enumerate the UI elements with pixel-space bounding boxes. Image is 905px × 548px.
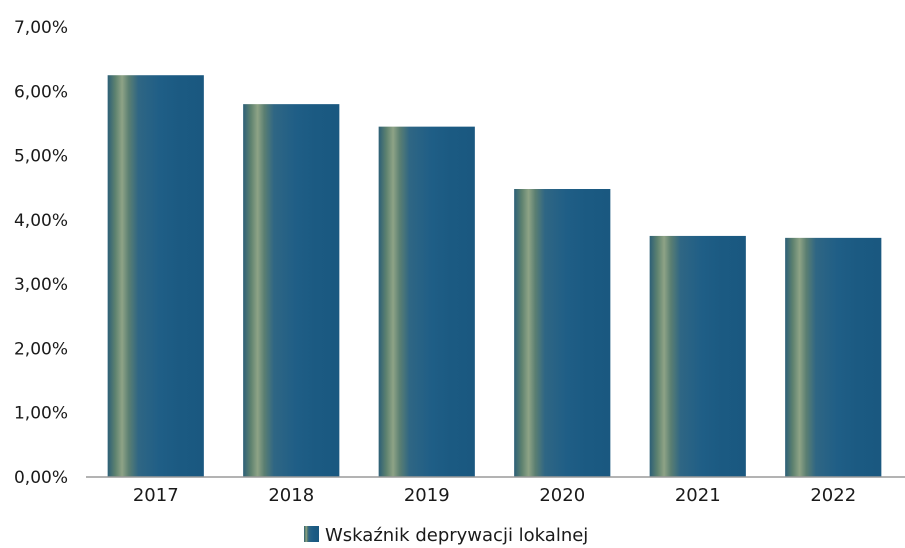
bars bbox=[107, 75, 882, 478]
bar-2019 bbox=[378, 126, 475, 478]
y-tick-label: 3,00% bbox=[14, 275, 68, 295]
y-tick-label: 7,00% bbox=[14, 18, 68, 38]
bar-2021 bbox=[649, 235, 746, 477]
y-axis-ticks: 0,00% 1,00% 2,00% 3,00% 4,00% 5,00% 6,00% 7,00% bbox=[14, 18, 68, 488]
x-tick-label-2019: 2019 bbox=[404, 485, 450, 506]
x-tick-label-2021: 2021 bbox=[675, 485, 721, 506]
y-tick-label: 1,00% bbox=[14, 404, 68, 424]
bar-2017 bbox=[107, 75, 204, 477]
x-axis-ticks: 2017 2018 2019 2020 2021 2022 bbox=[133, 485, 856, 506]
legend-label: Wskaźnik deprywacji lokalnej bbox=[325, 525, 588, 546]
bar-2018 bbox=[243, 104, 340, 478]
x-tick-label-2020: 2020 bbox=[539, 485, 585, 506]
x-tick-label-2018: 2018 bbox=[268, 485, 314, 506]
x-tick-label-2017: 2017 bbox=[133, 485, 179, 506]
y-tick-label: 0,00% bbox=[14, 468, 68, 488]
y-tick-label: 6,00% bbox=[14, 82, 68, 102]
legend: Wskaźnik deprywacji lokalnej bbox=[304, 525, 588, 546]
y-tick-label: 2,00% bbox=[14, 339, 68, 359]
y-tick-label: 5,00% bbox=[14, 147, 68, 167]
y-tick-label: 4,00% bbox=[14, 211, 68, 231]
bar-2022 bbox=[785, 237, 882, 477]
x-tick-label-2022: 2022 bbox=[810, 485, 856, 506]
legend-swatch bbox=[304, 526, 319, 542]
bar-2020 bbox=[514, 189, 611, 477]
